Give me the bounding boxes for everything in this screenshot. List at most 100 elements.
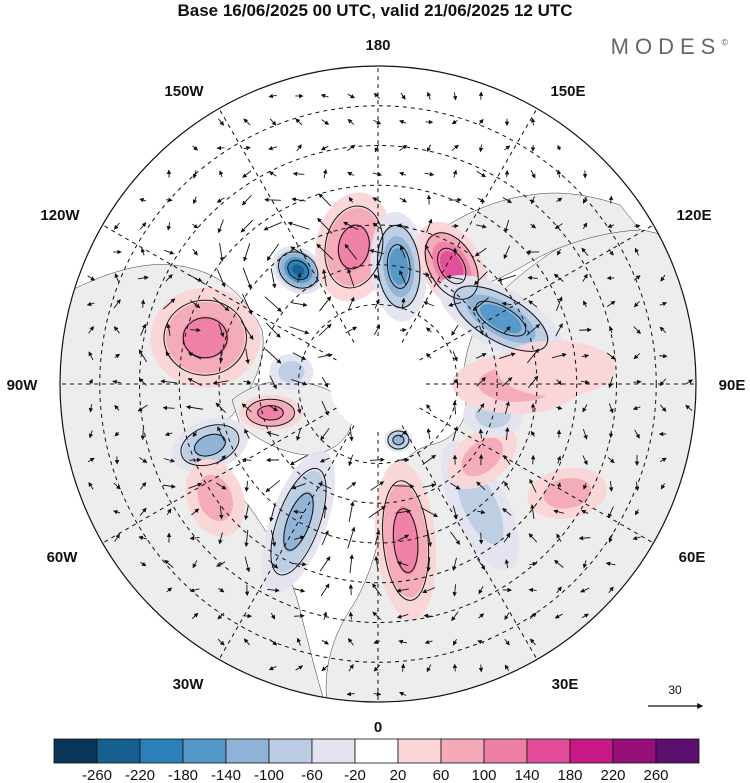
meridian-120 (398, 224, 654, 373)
wind-arrow (114, 222, 120, 230)
wind-arrow (556, 586, 562, 594)
wind-arrow (266, 431, 280, 437)
colorbar-box (612, 738, 657, 764)
wind-arrow (659, 404, 667, 412)
colorbar-box (225, 738, 270, 764)
wind-arrow (633, 379, 642, 385)
wind-arrow (321, 665, 329, 672)
wind-arrow (297, 272, 302, 283)
wind-arrow (348, 611, 354, 620)
wind-arrow (192, 145, 199, 151)
wind-arrow (503, 454, 511, 465)
wind-arrow (505, 426, 510, 441)
wind-arrow (426, 664, 432, 673)
colorbar-box (440, 738, 485, 764)
wind-arrow (478, 532, 484, 545)
wind-arrow (529, 478, 537, 493)
height-contour (180, 424, 240, 467)
wind-arrow (555, 296, 563, 312)
wind-arrow (553, 273, 564, 283)
wind-arrow (346, 691, 355, 697)
wind-arrow (422, 454, 437, 466)
wind-arrow (450, 531, 461, 545)
wind-arrow (425, 244, 433, 259)
wind-arrow (347, 172, 355, 177)
wind-arrow (348, 584, 354, 596)
wind-arrow (217, 612, 225, 620)
wind-arrow (582, 404, 588, 413)
anomaly-center (374, 460, 437, 621)
wind-arrow (187, 352, 202, 360)
wind-arrow (293, 509, 305, 515)
wind-arrow (504, 219, 510, 233)
wind-arrow (318, 193, 332, 207)
wind-arrow (322, 268, 327, 287)
wind-arrow (347, 268, 355, 287)
wind-arrow (634, 223, 641, 229)
wind-arrow (166, 587, 173, 593)
wind-arrow (165, 351, 173, 361)
wind-arrow (452, 663, 458, 672)
meridian-210 (218, 108, 367, 364)
wind-arrow (347, 144, 356, 152)
wind-arrow (425, 327, 432, 333)
wind-arrow (452, 426, 459, 442)
wind-arrow (242, 170, 252, 178)
wind-arrow (241, 194, 252, 206)
wind-arrow (188, 482, 203, 489)
wind-arrow (88, 482, 94, 490)
wind-arrow (556, 482, 562, 490)
wind-arrow (504, 145, 511, 151)
wind-arrow (373, 639, 380, 644)
height-contour (382, 480, 430, 601)
wind-arrow (372, 197, 382, 203)
wind-arrow (397, 223, 409, 228)
wind-arrow (368, 505, 386, 518)
wind-arrow (192, 196, 198, 205)
wind-arrow (317, 353, 333, 358)
wind-arrow (634, 429, 640, 439)
wind-arrow (293, 588, 306, 593)
wind-arrow (422, 587, 436, 594)
wind-arrow (503, 326, 511, 334)
wind-arrow (608, 248, 614, 256)
wind-arrow (347, 93, 355, 99)
wind-arrow (166, 222, 172, 231)
wind-arrow (526, 348, 540, 364)
wind-arrow (530, 144, 536, 152)
wind-arrow (192, 223, 199, 229)
wind-arrow (582, 560, 588, 569)
wind-arrow (555, 322, 563, 337)
colorbar-box (655, 738, 700, 764)
wind-arrow (296, 144, 302, 152)
wind-arrow (88, 430, 94, 439)
wind-arrow (189, 535, 200, 541)
wind-arrow (139, 198, 147, 203)
wind-arrow (268, 93, 277, 99)
wind-arrow (634, 481, 640, 492)
wind-arrow (399, 430, 407, 438)
wind-arrow (634, 509, 640, 516)
wind-arrow (399, 692, 407, 697)
wind-arrow (316, 243, 334, 260)
wind-arrow (399, 119, 407, 125)
wind-arrow (607, 223, 615, 228)
wind-arrow (633, 326, 641, 335)
wind-arrow (478, 118, 484, 125)
wind-arrow (319, 296, 332, 312)
wind-arrow (397, 534, 410, 542)
wind-arrow (373, 119, 382, 125)
wind-arrow (422, 483, 437, 488)
wind-arrow (348, 501, 355, 523)
wind-arrow (608, 326, 614, 334)
wind-arrow (659, 378, 667, 387)
wind-arrow (530, 504, 535, 520)
height-contour (270, 467, 327, 576)
wind-arrow (606, 352, 616, 360)
wind-arrow (216, 561, 226, 567)
wind-arrow (372, 583, 382, 597)
wind-arrow (244, 504, 249, 521)
wind-arrow (608, 480, 614, 492)
wind-arrow (319, 457, 330, 463)
lon-label-120w: 120W (40, 207, 80, 224)
